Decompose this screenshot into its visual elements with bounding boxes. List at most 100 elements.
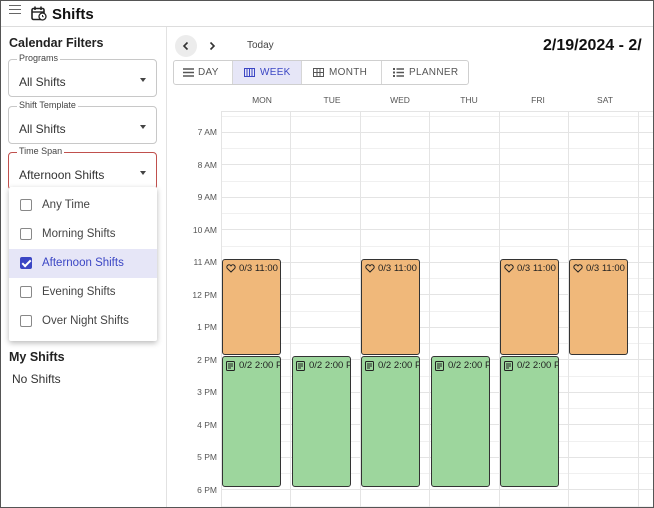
top-bar: Shifts bbox=[1, 1, 653, 27]
checkbox[interactable] bbox=[20, 286, 32, 298]
planner-list-icon bbox=[393, 68, 404, 77]
my-shifts-title: My Shifts bbox=[9, 350, 65, 364]
today-button[interactable]: Today bbox=[247, 40, 274, 51]
shift-template-icon bbox=[504, 361, 513, 371]
view-day-button[interactable]: DAY bbox=[174, 61, 232, 84]
programs-select[interactable]: Programs All Shifts bbox=[8, 53, 157, 97]
event-label: 0/3 11:00 bbox=[239, 263, 278, 274]
event-label: 0/3 11:00 bbox=[586, 263, 625, 274]
programs-label: Programs bbox=[17, 53, 61, 63]
event-label: 0/2 2:00 P bbox=[309, 360, 351, 371]
app-title: Shifts bbox=[52, 6, 94, 23]
shift-template-select[interactable]: Shift Template All Shifts bbox=[8, 100, 157, 144]
time-label-1pm: 1 PM bbox=[197, 322, 217, 332]
time-span-dropdown: Any Time Morning Shifts Afternoon Shifts… bbox=[9, 187, 157, 341]
shift-template-value: All Shifts bbox=[19, 122, 66, 136]
option-label: Evening Shifts bbox=[42, 286, 116, 298]
time-label-3pm: 3 PM bbox=[197, 387, 217, 397]
programs-value: All Shifts bbox=[19, 75, 66, 89]
view-planner-label: PLANNER bbox=[409, 67, 459, 78]
view-planner-button[interactable]: PLANNER bbox=[382, 61, 468, 84]
shift-template-label: Shift Template bbox=[17, 100, 78, 110]
event-label: 0/2 2:00 P bbox=[517, 360, 559, 371]
time-label-2pm: 2 PM bbox=[197, 355, 217, 365]
time-span-select[interactable]: Time Span Afternoon Shifts bbox=[8, 146, 157, 190]
shift-template-icon bbox=[226, 361, 235, 371]
shift-template-icon bbox=[435, 361, 444, 371]
view-switcher: DAY WEEK MONTH PLANNER bbox=[173, 60, 469, 85]
time-label-11am: 11 AM bbox=[193, 257, 217, 267]
day-header-tue: TUE bbox=[323, 95, 341, 105]
chevron-down-icon bbox=[140, 125, 146, 129]
shift-event-2pm[interactable]: 0/2 2:00 P bbox=[222, 356, 281, 487]
shift-event-2pm[interactable]: 0/2 2:00 P bbox=[361, 356, 420, 487]
heart-icon bbox=[504, 264, 514, 273]
prev-week-button[interactable] bbox=[175, 35, 197, 57]
view-month-label: MONTH bbox=[329, 67, 368, 78]
shift-template-icon bbox=[365, 361, 374, 371]
shift-event-2pm[interactable]: 0/2 2:00 P bbox=[500, 356, 559, 487]
time-label-5pm: 5 PM bbox=[197, 452, 217, 462]
date-range-title: 2/19/2024 - 2/ bbox=[543, 37, 642, 54]
time-label-8am: 8 AM bbox=[197, 160, 217, 170]
shift-event-afternoon[interactable]: 0/3 11:00 bbox=[222, 259, 281, 355]
day-header-fri: FRI bbox=[531, 95, 545, 105]
event-label: 0/3 11:00 bbox=[517, 263, 556, 274]
view-month-button[interactable]: MONTH bbox=[302, 61, 381, 84]
event-label: 0/2 2:00 P bbox=[378, 360, 420, 371]
option-morning-shifts[interactable]: Morning Shifts bbox=[9, 220, 157, 249]
option-label: Afternoon Shifts bbox=[42, 257, 124, 269]
event-label: 0/2 2:00 P bbox=[448, 360, 490, 371]
shift-event-2pm[interactable]: 0/2 2:00 P bbox=[431, 356, 490, 487]
no-shifts-text: No Shifts bbox=[12, 372, 61, 386]
shift-event-afternoon[interactable]: 0/3 11:00 bbox=[500, 259, 559, 355]
heart-icon bbox=[365, 264, 375, 273]
sidebar: Calendar Filters Programs All Shifts Shi… bbox=[1, 27, 166, 507]
time-label-12pm: 12 PM bbox=[192, 290, 217, 300]
shift-event-afternoon[interactable]: 0/3 11:00 bbox=[361, 259, 420, 355]
checkbox[interactable] bbox=[20, 315, 32, 327]
calendar-filters-title: Calendar Filters bbox=[9, 36, 104, 50]
day-header-sat: SAT bbox=[597, 95, 613, 105]
option-over-night-shifts[interactable]: Over Night Shifts bbox=[9, 307, 157, 336]
shift-event-2pm[interactable]: 0/2 2:00 P bbox=[292, 356, 351, 487]
hamburger-menu-icon[interactable] bbox=[9, 5, 21, 15]
time-label-6pm: 6 PM bbox=[197, 485, 217, 495]
checkbox-checked[interactable] bbox=[20, 257, 32, 269]
shift-event-afternoon[interactable]: 0/3 11:00 bbox=[569, 259, 628, 355]
option-any-time[interactable]: Any Time bbox=[9, 191, 157, 220]
day-header-wed: WED bbox=[390, 95, 410, 105]
option-afternoon-shifts[interactable]: Afternoon Shifts bbox=[9, 249, 157, 278]
chevron-down-icon bbox=[140, 171, 146, 175]
week-grid[interactable]: 0/3 11:00 0/3 11:00 0/3 11:00 0/3 11:00 … bbox=[221, 111, 653, 507]
chevron-left-icon bbox=[182, 41, 189, 51]
next-week-button[interactable] bbox=[201, 35, 223, 57]
day-header-thu: THU bbox=[460, 95, 478, 105]
list-icon bbox=[183, 68, 194, 77]
option-evening-shifts[interactable]: Evening Shifts bbox=[9, 278, 157, 307]
checkbox[interactable] bbox=[20, 199, 32, 211]
week-grid-icon bbox=[244, 68, 255, 77]
day-header-mon: MON bbox=[252, 95, 272, 105]
time-span-label: Time Span bbox=[17, 146, 65, 156]
calendar-main: Today 2/19/2024 - 2/ DAY WEEK MONTH PLAN… bbox=[166, 27, 653, 507]
heart-icon bbox=[226, 264, 236, 273]
time-label-7am: 7 AM bbox=[197, 127, 217, 137]
option-label: Morning Shifts bbox=[42, 228, 116, 240]
heart-icon bbox=[573, 264, 583, 273]
option-label: Any Time bbox=[42, 199, 90, 211]
option-label: Over Night Shifts bbox=[42, 315, 129, 327]
time-label-9am: 9 AM bbox=[197, 192, 217, 202]
view-week-label: WEEK bbox=[260, 67, 291, 78]
chevron-right-icon bbox=[209, 41, 216, 51]
view-week-button[interactable]: WEEK bbox=[233, 61, 301, 84]
chevron-down-icon bbox=[140, 78, 146, 82]
time-span-value: Afternoon Shifts bbox=[19, 168, 105, 182]
time-label-10am: 10 AM bbox=[192, 225, 217, 235]
calendar-clock-icon bbox=[31, 6, 47, 21]
month-grid-icon bbox=[313, 68, 324, 77]
time-label-4pm: 4 PM bbox=[197, 420, 217, 430]
checkbox[interactable] bbox=[20, 228, 32, 240]
event-label: 0/3 11:00 bbox=[378, 263, 417, 274]
